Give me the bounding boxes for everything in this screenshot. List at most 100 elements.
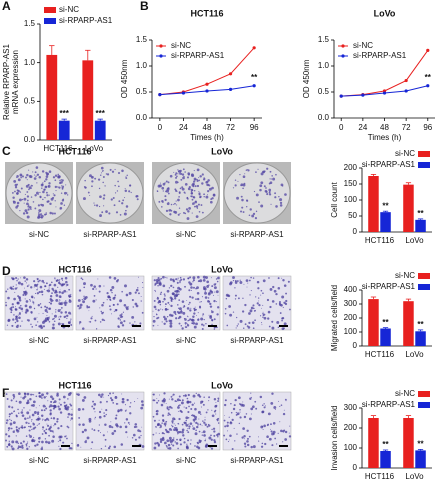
cell — [95, 288, 97, 290]
colony — [259, 184, 263, 188]
cell — [177, 406, 180, 409]
cell — [197, 422, 199, 425]
cell — [192, 279, 195, 282]
cell — [262, 316, 264, 318]
cell — [171, 395, 173, 397]
colony — [16, 201, 20, 205]
cell — [43, 396, 47, 399]
cell — [16, 279, 18, 282]
cell — [31, 326, 34, 328]
cell — [9, 286, 13, 290]
cell — [82, 408, 85, 411]
colony — [34, 171, 37, 174]
colony — [206, 183, 209, 187]
cell — [226, 424, 229, 428]
bar — [403, 418, 414, 468]
cell — [163, 402, 165, 404]
image-caption: si-NC — [176, 230, 196, 239]
cell — [52, 401, 55, 404]
cell — [38, 290, 41, 294]
colony — [19, 209, 21, 212]
colony — [178, 192, 181, 194]
cell — [182, 394, 185, 397]
colony — [57, 186, 59, 188]
cell — [59, 281, 61, 283]
colony — [198, 177, 200, 179]
colony — [254, 217, 258, 220]
cell — [45, 428, 48, 431]
colony — [164, 198, 167, 202]
cell — [171, 439, 173, 441]
cell — [239, 280, 243, 284]
cell — [18, 392, 21, 395]
colony — [55, 206, 57, 208]
cell — [54, 279, 56, 281]
cell — [243, 415, 247, 419]
cell — [168, 428, 172, 431]
cell — [5, 422, 8, 424]
cell — [152, 310, 154, 312]
cell — [232, 279, 235, 282]
colony — [21, 175, 24, 178]
cell — [164, 425, 167, 427]
cell — [189, 295, 192, 298]
marker — [339, 94, 343, 98]
colony — [244, 173, 246, 175]
colony — [26, 191, 29, 193]
colony — [187, 210, 190, 213]
cell — [81, 398, 85, 402]
cell — [55, 294, 59, 297]
cell — [29, 417, 31, 419]
cell — [276, 320, 280, 324]
colony — [210, 198, 213, 201]
colony — [110, 198, 113, 201]
cell — [170, 441, 172, 444]
cell — [161, 422, 163, 424]
colony — [161, 186, 165, 190]
colony — [196, 207, 199, 209]
cell — [228, 416, 230, 418]
colony — [173, 171, 175, 173]
cell — [281, 319, 283, 322]
cell — [138, 436, 141, 439]
cell — [260, 289, 263, 292]
cell — [21, 320, 23, 322]
cell — [195, 322, 198, 326]
colony — [177, 173, 179, 175]
colony — [42, 198, 44, 201]
cell — [61, 323, 63, 325]
cell — [217, 422, 220, 424]
colony — [61, 188, 64, 190]
cell — [283, 322, 287, 326]
colony — [242, 187, 244, 190]
cell — [32, 403, 35, 407]
cell — [120, 321, 123, 325]
bar — [46, 54, 58, 140]
colony — [195, 215, 199, 219]
cell — [155, 410, 157, 413]
cell — [36, 443, 39, 446]
cell — [46, 290, 48, 292]
cell — [49, 404, 53, 408]
cell — [57, 322, 61, 326]
cell — [260, 425, 264, 429]
cell — [25, 421, 28, 424]
cell — [284, 430, 288, 434]
cell — [187, 277, 190, 280]
error-bar — [382, 449, 389, 451]
legend-swatch — [418, 162, 430, 168]
colony — [168, 209, 171, 212]
cell — [103, 319, 106, 322]
error-bar — [61, 118, 67, 121]
cell — [32, 301, 35, 304]
colony — [157, 184, 161, 188]
colony — [93, 202, 95, 204]
cell — [13, 410, 16, 413]
cell — [194, 418, 197, 421]
cell — [98, 393, 101, 397]
cell — [23, 291, 25, 293]
colony — [125, 176, 127, 178]
cell — [25, 278, 29, 281]
cell — [189, 282, 193, 286]
cell — [172, 279, 176, 283]
